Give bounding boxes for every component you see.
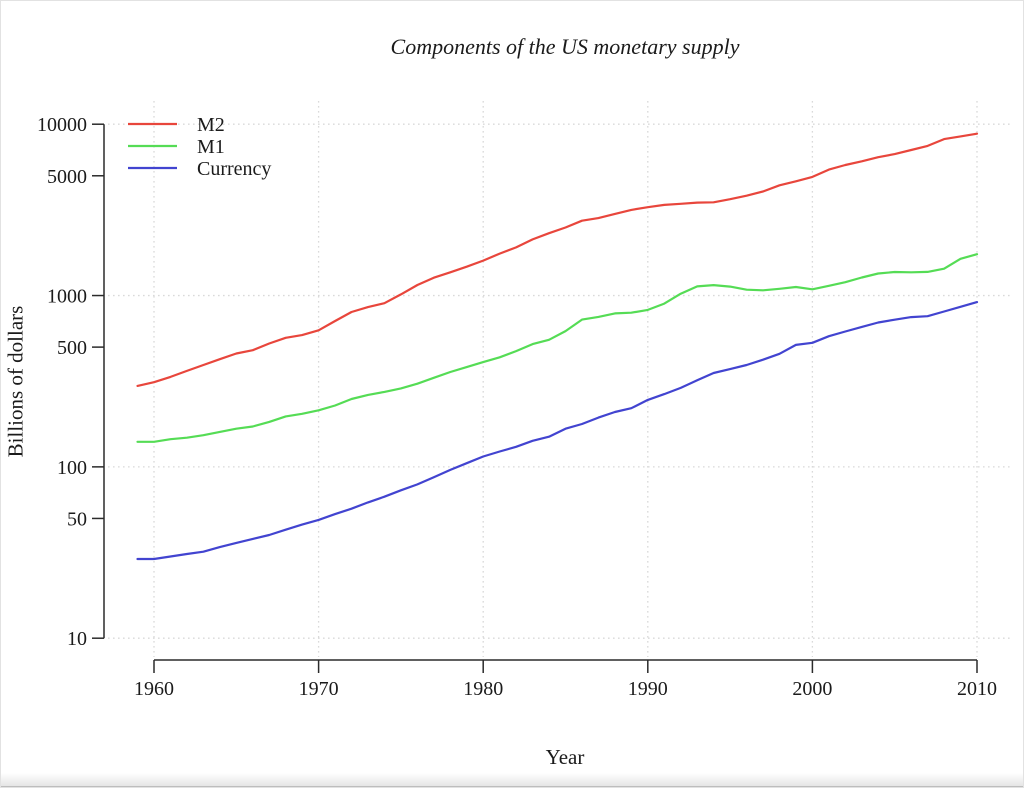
series-group (136, 132, 979, 561)
axes-group: 10000 5000 1000 500 100 50 10 1960 1970 1980 1990 2… (37, 114, 997, 700)
y-tick-label: 50 (67, 508, 87, 530)
x-tick-label: 1980 (463, 678, 503, 700)
y-tick-label: 5000 (47, 166, 87, 188)
legend-label-currency: Currency (197, 158, 271, 180)
y-tick-label: 10000 (37, 114, 87, 136)
y-tick-label: 100 (57, 457, 87, 479)
x-tick-label: 2010 (957, 678, 997, 700)
y-tick-label: 1000 (47, 286, 87, 308)
x-tick-label: 1960 (134, 678, 174, 700)
y-tick-label: 10 (67, 628, 87, 650)
x-tick-label: 1970 (299, 678, 339, 700)
y-axis-title: Billions of dollars (3, 305, 28, 458)
legend-label-m2: M2 (197, 114, 225, 136)
x-axis-title: Year (545, 745, 585, 769)
legend-label-m1: M1 (197, 136, 225, 158)
series-line-m2 (136, 132, 979, 387)
y-tick-label: 500 (57, 337, 87, 359)
grid-group (108, 101, 1013, 657)
series-line-m1 (136, 253, 979, 443)
x-tick-label: 2000 (792, 678, 832, 700)
x-tick-label: 1990 (628, 678, 668, 700)
chart-title: Components of the US monetary supply (390, 34, 740, 59)
series-line-currency (136, 301, 979, 561)
page-edge-shadow (1, 773, 1023, 787)
